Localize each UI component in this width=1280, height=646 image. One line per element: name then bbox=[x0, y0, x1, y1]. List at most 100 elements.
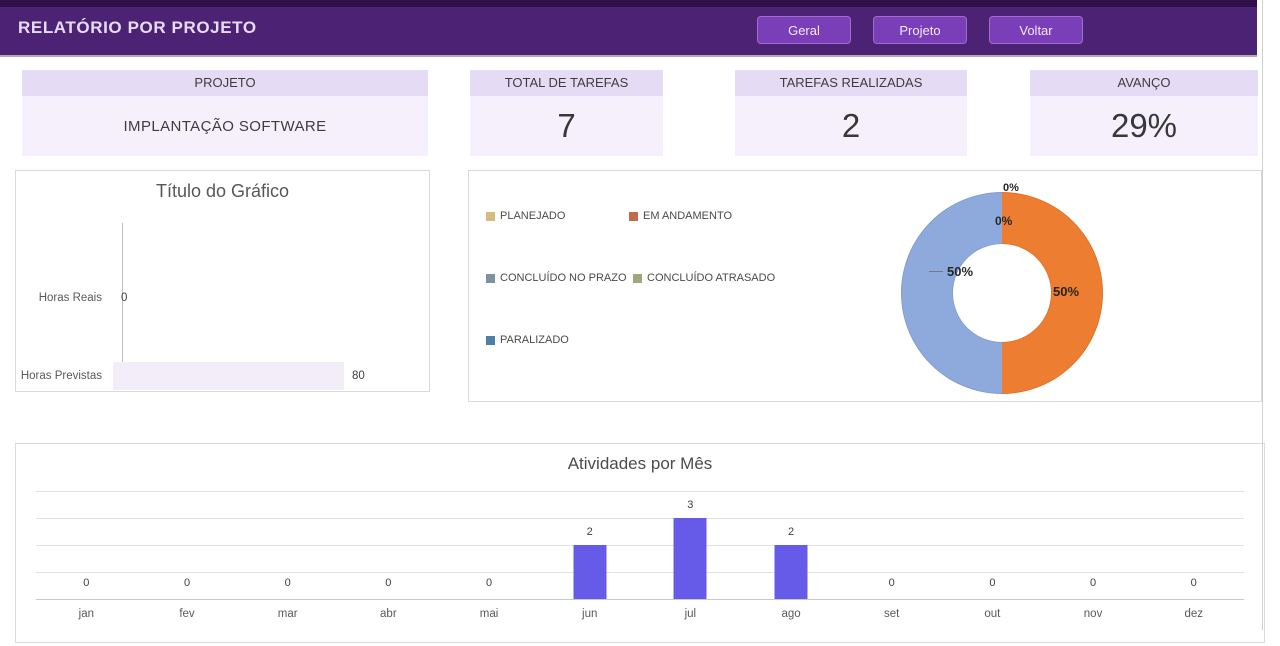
month-axis-label: abr bbox=[380, 608, 397, 620]
hbar-bar bbox=[113, 362, 344, 390]
legend-item-3: CONCLUÍDO ATRASADO bbox=[633, 270, 775, 286]
kpi-value-tarefas-realizadas: 2 bbox=[841, 107, 861, 144]
legend-label: CONCLUÍDO ATRASADO bbox=[647, 272, 776, 284]
hours-chart-plot: Horas Reais 0 Horas Previstas 80 bbox=[16, 211, 429, 391]
kpi-value-projeto: IMPLANTAÇÃO SOFTWARE bbox=[123, 117, 327, 135]
month-value-label: 0 bbox=[1089, 577, 1097, 589]
header-buttons: Geral Projeto Voltar bbox=[757, 16, 1083, 44]
y-axis-line bbox=[122, 223, 123, 377]
legend-swatch-icon bbox=[629, 211, 638, 221]
header-bar: RELATÓRIO POR PROJETO Geral Projeto Volt… bbox=[0, 0, 1257, 55]
hours-chart: Título do Gráfico Horas Reais 0 Horas Prev… bbox=[15, 170, 430, 392]
month-value-label: 0 bbox=[83, 577, 90, 589]
gridline bbox=[36, 572, 1244, 573]
bar-column-fev: 0 fev bbox=[137, 491, 238, 620]
legend-item-4: PARALIZADO bbox=[486, 332, 569, 348]
bar-column-abr: 0 abr bbox=[338, 491, 439, 620]
kpi-card-avanco: AVANÇO 29% bbox=[1030, 70, 1258, 156]
bar-column-nov: 0 nov bbox=[1043, 491, 1144, 620]
donut-label-planejado: 0% bbox=[1003, 182, 1019, 194]
kpi-value-avanco: 29% bbox=[1110, 107, 1178, 144]
page-title: RELATÓRIO POR PROJETO bbox=[18, 18, 257, 37]
donut-label-zero-inside: 0% bbox=[995, 214, 1013, 228]
month-axis-label: ago bbox=[781, 608, 801, 620]
status-chart: PLANEJADO EM ANDAMENTO CONCLUÍDO NO PRAZO C… bbox=[468, 170, 1262, 402]
month-value-label: 0 bbox=[284, 577, 291, 589]
hbar-row-0: Horas Reais 0 bbox=[16, 270, 429, 326]
bar-column-set: 0 set bbox=[841, 491, 942, 620]
legend-item-0: PLANEJADO bbox=[486, 208, 565, 224]
kpi-label-avanco: AVANÇO bbox=[1030, 70, 1258, 96]
bar-column-out: 0 out bbox=[942, 491, 1043, 620]
legend-label: PLANEJADO bbox=[500, 210, 566, 222]
legend-item-1: EM ANDAMENTO bbox=[629, 208, 732, 224]
donut-label-concluido-text: 50% bbox=[947, 264, 974, 279]
monthly-chart-title: Atividades por Mês bbox=[567, 454, 713, 473]
kpi-label-tarefas-realizadas: TAREFAS REALIZADAS bbox=[735, 70, 967, 96]
monthly-chart-plot: 0 jan 0 fev 0 mar 0 abr 0 mai 2 jun 3 jul 2 ago 0 set 0 out… bbox=[36, 491, 1244, 646]
legend-label: CONCLUÍDO NO PRAZO bbox=[500, 272, 627, 284]
month-value-label: 0 bbox=[485, 577, 493, 589]
donut-chart: 0% 0% 50% 50% bbox=[901, 182, 1103, 394]
window-edge bbox=[1262, 0, 1263, 630]
projeto-button[interactable]: Projeto bbox=[873, 16, 967, 44]
month-bar bbox=[573, 545, 607, 599]
bar-column-mar: 0 mar bbox=[237, 491, 338, 620]
legend-swatch-icon bbox=[633, 273, 642, 283]
kpi-card-total-tarefas: TOTAL DE TAREFAS 7 bbox=[470, 70, 663, 156]
kpi-card-projeto: PROJETO IMPLANTAÇÃO SOFTWARE bbox=[22, 70, 428, 156]
hours-chart-title: Título do Gráfico bbox=[155, 181, 290, 201]
bar-column-jan: 0 jan bbox=[36, 491, 137, 620]
month-value-label: 0 bbox=[888, 577, 895, 589]
gridline bbox=[36, 491, 1244, 492]
legend-label: PARALIZADO bbox=[500, 334, 569, 346]
month-axis-label: set bbox=[884, 608, 900, 620]
bar-column-jun: 2 jun bbox=[539, 491, 640, 620]
gridline bbox=[36, 518, 1244, 519]
hbar-category-label: Horas Previstas bbox=[20, 370, 102, 382]
month-bar bbox=[774, 545, 808, 599]
geral-button[interactable]: Geral bbox=[757, 16, 851, 44]
legend-swatch-icon bbox=[486, 335, 495, 345]
month-axis-label: fev bbox=[179, 608, 195, 620]
leader-line bbox=[929, 271, 943, 272]
gridline bbox=[36, 545, 1244, 546]
month-value-label: 3 bbox=[687, 499, 694, 511]
month-axis-label: mar bbox=[277, 608, 298, 620]
voltar-button[interactable]: Voltar bbox=[989, 16, 1083, 44]
gridline bbox=[36, 599, 1244, 600]
month-axis-label: dez bbox=[1184, 608, 1203, 620]
kpi-label-total-tarefas: TOTAL DE TAREFAS bbox=[470, 70, 663, 96]
bar-columns: 0 jan 0 fev 0 mar 0 abr 0 mai 2 jun 3 jul 2 ago 0 set 0 out… bbox=[36, 491, 1244, 620]
monthly-chart: Atividades por Mês 0 jan 0 fev 0 mar 0 abr 0 mai 2… bbox=[15, 443, 1265, 643]
month-axis-label: mai bbox=[479, 608, 499, 620]
legend-item-2: CONCLUÍDO NO PRAZO bbox=[486, 270, 627, 286]
hbar-value-label: 80 bbox=[352, 370, 365, 382]
legend-label: EM ANDAMENTO bbox=[643, 210, 733, 222]
bar-column-dez: 0 dez bbox=[1143, 491, 1244, 620]
hbar-row-1: Horas Previstas 80 bbox=[16, 348, 429, 404]
month-value-label: 2 bbox=[586, 526, 593, 538]
legend-swatch-icon bbox=[486, 273, 495, 283]
donut-label-concluido: 50% bbox=[929, 264, 973, 279]
month-value-label: 0 bbox=[183, 577, 191, 589]
bar-column-jul: 3 jul bbox=[640, 491, 741, 620]
month-value-label: 0 bbox=[989, 577, 996, 589]
kpi-value-total-tarefas: 7 bbox=[557, 107, 576, 144]
kpi-label-projeto: PROJETO bbox=[22, 70, 428, 96]
month-value-label: 0 bbox=[385, 577, 392, 589]
month-axis-label: jan bbox=[78, 608, 95, 620]
month-axis-label: nov bbox=[1083, 608, 1103, 620]
month-bar bbox=[673, 518, 707, 599]
month-axis-label: jun bbox=[582, 608, 598, 620]
bar-column-mai: 0 mai bbox=[439, 491, 540, 620]
donut-label-andamento: 50% bbox=[1053, 284, 1080, 299]
month-value-label: 2 bbox=[787, 526, 795, 538]
hbar-value-label: 0 bbox=[121, 292, 128, 304]
month-axis-label: jul bbox=[684, 608, 697, 620]
month-axis-label: out bbox=[984, 608, 1001, 620]
bar-column-ago: 2 ago bbox=[741, 491, 842, 620]
donut-hole bbox=[953, 244, 1051, 342]
month-value-label: 0 bbox=[1190, 577, 1197, 589]
